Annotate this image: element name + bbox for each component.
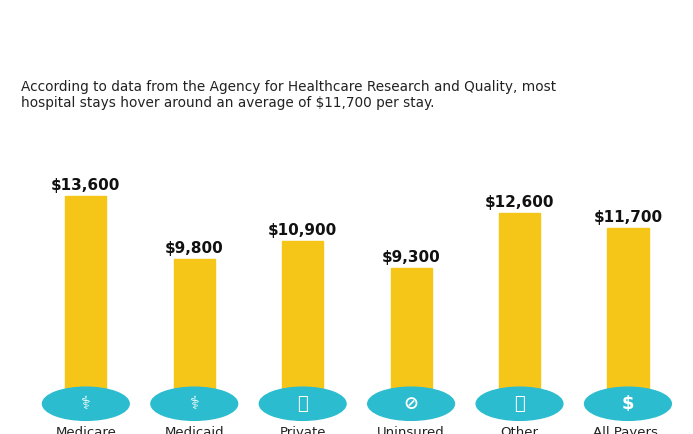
Bar [65,197,107,394]
Text: According to data from the Agency for Healthcare Research and Quality, most
hosp: According to data from the Agency for He… [21,80,556,111]
Ellipse shape [151,387,238,421]
Text: 🗃: 🗃 [514,395,525,413]
Text: All Payers,
All Stays: All Payers, All Stays [593,426,663,434]
Text: Other
Insurance: Other Insurance [487,426,552,434]
Text: $13,600: $13,600 [51,178,121,194]
Ellipse shape [368,387,455,421]
Ellipse shape [259,387,346,421]
Bar [282,241,323,394]
Text: Medicaid: Medicaid [164,426,224,434]
Text: $9,300: $9,300 [382,250,441,265]
Bar [391,268,432,394]
Bar [607,228,649,394]
Text: $11,700: $11,700 [593,210,663,225]
Text: $10,900: $10,900 [268,223,337,238]
Ellipse shape [476,387,563,421]
Text: $12,600: $12,600 [485,195,554,210]
Text: 🔒: 🔒 [297,395,308,413]
Bar [174,260,215,394]
Text: Private
Insurance: Private Insurance [270,426,335,434]
Ellipse shape [585,387,672,421]
Text: Medicare: Medicare [55,426,116,434]
Text: Uninsured: Uninsured [377,426,445,434]
Text: HOSPITAL STAY COSTS BY INSURANCE TYPE: HOSPITAL STAY COSTS BY INSURANCE TYPE [117,24,576,43]
Text: $: $ [622,395,634,413]
Text: $9,800: $9,800 [165,241,224,256]
Text: ⚕: ⚕ [81,395,91,413]
Text: ⚕: ⚕ [189,395,199,413]
Ellipse shape [42,387,129,421]
Bar [499,213,540,394]
Text: ⊘: ⊘ [403,395,419,413]
